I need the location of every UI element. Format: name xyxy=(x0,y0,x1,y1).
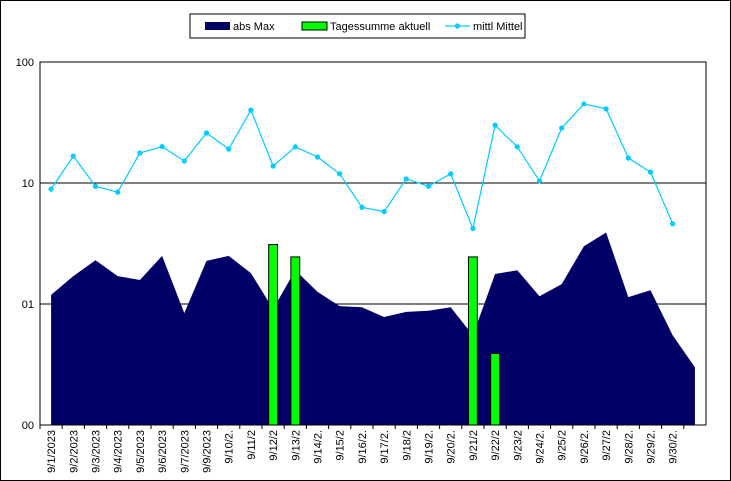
point xyxy=(425,183,432,189)
x-tick-label: 9/28/2. xyxy=(623,430,635,464)
point xyxy=(226,146,232,152)
bar xyxy=(268,244,279,426)
legend-label: Tagessumme aktuell xyxy=(330,21,430,33)
point xyxy=(603,106,609,112)
point xyxy=(514,144,520,150)
legend-label: mittl Mittel xyxy=(473,21,523,33)
point xyxy=(292,144,298,150)
x-tick-label: 9/2/2023 xyxy=(68,430,80,473)
point xyxy=(403,176,409,182)
legend-swatch xyxy=(301,21,328,31)
x-tick-label: 9/20/2. xyxy=(446,430,458,464)
legend-swatch xyxy=(205,22,230,30)
point xyxy=(448,171,454,177)
area xyxy=(51,232,695,425)
point xyxy=(248,107,254,113)
legend-label: abs Max xyxy=(233,21,275,33)
x-tick-label: 9/10/2. xyxy=(224,430,236,464)
point xyxy=(359,204,365,210)
x-tick-label: 9/23/2 xyxy=(512,430,524,461)
point xyxy=(337,171,343,177)
x-tick-label: 9/29/2. xyxy=(646,430,658,464)
x-tick-label: 9/15/2 xyxy=(335,430,347,461)
point xyxy=(159,143,165,150)
point xyxy=(203,130,210,136)
point xyxy=(581,101,587,107)
point xyxy=(137,150,143,156)
point xyxy=(48,186,54,192)
point xyxy=(470,225,476,232)
point xyxy=(647,169,654,175)
x-tick-label: 9/16/2. xyxy=(357,430,369,464)
y-tick-label: 10 xyxy=(22,178,34,190)
point xyxy=(181,158,187,164)
x-tick-label: 9/14/2. xyxy=(313,430,325,464)
x-tick-label: 9/1/2023 xyxy=(46,430,58,473)
x-tick-label: 9/27/2 xyxy=(601,430,613,461)
legend-swatch xyxy=(454,23,461,29)
x-tick-label: 9/25/2 xyxy=(557,430,569,461)
x-tick-label: 9/4/2023 xyxy=(113,430,125,473)
point xyxy=(270,163,276,169)
x-tick-label: 9/21/2 xyxy=(468,430,480,461)
x-tick-label: 9/24/2. xyxy=(535,430,547,464)
point xyxy=(492,122,498,128)
point xyxy=(625,155,631,161)
x-tick-label: 9/13/2 xyxy=(290,430,302,461)
x-tick-label: 9/9/2023 xyxy=(202,430,214,473)
y-tick-label: 00 xyxy=(22,420,34,432)
x-tick-label: 9/6/2023 xyxy=(157,430,169,473)
x-tick-label: 9/11/2 xyxy=(246,430,258,460)
point xyxy=(92,183,99,189)
x-tick-label: 9/7/2023 xyxy=(179,430,191,473)
x-tick-label: 9/18/2 xyxy=(401,430,413,461)
x-tick-label: 9/3/2023 xyxy=(91,430,103,473)
bar xyxy=(490,352,501,426)
point xyxy=(536,178,543,184)
point xyxy=(115,189,121,195)
bar xyxy=(290,256,301,426)
x-tick-label: 9/22/2 xyxy=(490,430,502,461)
point xyxy=(559,125,565,131)
x-tick-label: 9/26/2. xyxy=(579,430,591,464)
point xyxy=(670,221,676,227)
x-tick-label: 9/19/2. xyxy=(424,430,436,464)
y-tick-label: 100 xyxy=(16,57,34,69)
point xyxy=(70,153,76,159)
y-tick-label: 01 xyxy=(22,299,34,311)
point xyxy=(381,209,387,215)
x-tick-label: 9/30/2. xyxy=(668,430,680,464)
point xyxy=(314,154,321,160)
bar xyxy=(467,256,478,426)
x-tick-label: 9/17/2. xyxy=(379,430,391,464)
x-tick-label: 9/5/2023 xyxy=(135,430,147,473)
x-tick-label: 9/12/2 xyxy=(268,430,280,461)
